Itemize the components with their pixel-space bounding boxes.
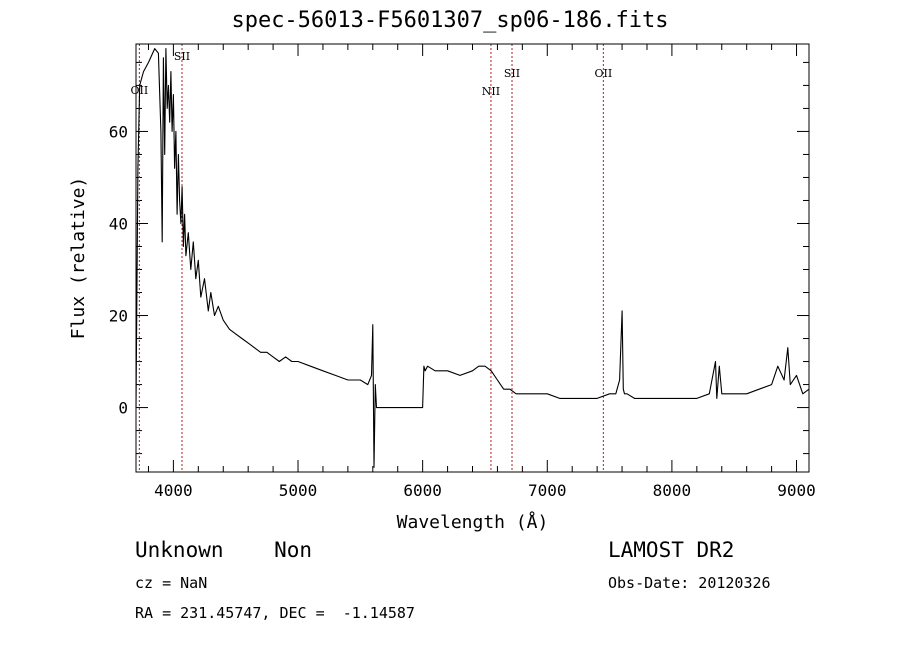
y-tick-label: 40 — [109, 214, 128, 233]
axis-ticks: 4000 5000 6000 7000 8000 9000 0 20 40 60 — [109, 44, 816, 500]
cz-text: cz = NaN — [135, 574, 208, 592]
y-axis-label: Flux (relative) — [68, 177, 89, 340]
emission-line-label: NII — [482, 85, 500, 98]
x-tick-label: 9000 — [777, 481, 816, 500]
x-tick-label: 4000 — [154, 481, 193, 500]
emission-line-label: OII — [595, 67, 613, 80]
emission-line-label: SII — [504, 67, 520, 80]
x-tick-label: 6000 — [403, 481, 442, 500]
x-tick-label: 7000 — [528, 481, 567, 500]
obs-date-text: Obs-Date: 20120326 — [608, 574, 771, 592]
coords-text: RA = 231.45747, DEC = -1.14587 — [135, 604, 415, 622]
emission-line-label: SII — [174, 50, 190, 63]
y-tick-label: 60 — [109, 122, 128, 141]
chart-title: spec-56013-F5601307_sp06-186.fits — [231, 8, 669, 33]
x-tick-label: 5000 — [279, 481, 318, 500]
class-text: Unknown Non — [135, 538, 313, 562]
plot-frame — [135, 43, 810, 473]
y-tick-label: 0 — [118, 399, 128, 418]
x-axis-label: Wavelength (Å) — [397, 511, 549, 533]
survey-text: LAMOST DR2 — [608, 538, 735, 562]
y-tick-label: 20 — [109, 307, 128, 326]
x-tick-label: 8000 — [653, 481, 692, 500]
spectrum-line — [135, 48, 810, 468]
spectrum-series — [135, 48, 810, 468]
